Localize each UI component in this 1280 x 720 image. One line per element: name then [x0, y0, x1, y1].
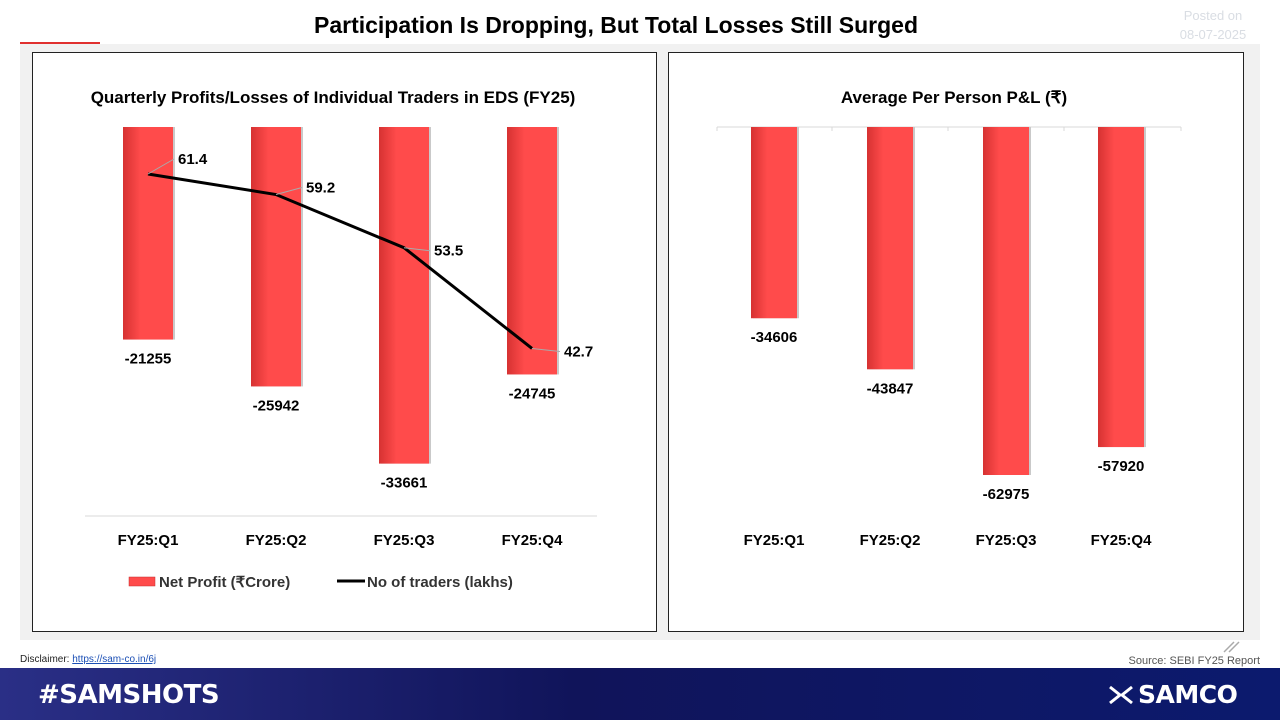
net-profit-bar	[507, 127, 557, 375]
net-profit-bar	[251, 127, 301, 387]
posted-label: Posted on	[1183, 8, 1243, 23]
disclaimer-link[interactable]: https://sam-co.in/6j	[72, 654, 157, 665]
avg-pnl-data-label: -57920	[1098, 458, 1145, 475]
traders-data-label: 61.4	[178, 151, 208, 168]
x-tick-label: FY25:Q4	[1091, 532, 1153, 549]
net-profit-data-label: -25942	[253, 397, 300, 414]
net-profit-data-label: -21255	[125, 351, 172, 368]
chart-frame: Quarterly Profits/Losses of Individual T…	[20, 44, 1260, 640]
posted-date: 08-07-2025	[1179, 27, 1247, 42]
avg-pnl-bar	[1098, 127, 1144, 448]
avg-pnl-chart: Average Per Person P&L (₹) -34606 -43847 -6…	[668, 52, 1244, 632]
traders-line	[147, 172, 533, 350]
traders-label-leader	[403, 247, 431, 252]
profits-losses-chart: Quarterly Profits/Losses of Individual T…	[32, 52, 657, 632]
avg-pnl-bar	[867, 127, 913, 370]
legend-swatch-net-profit	[128, 576, 156, 587]
x-tick-label: FY25:Q1	[118, 532, 179, 549]
traders-data-label: 42.7	[564, 343, 593, 360]
traders-data-label: 59.2	[306, 180, 335, 197]
brand-name: SAMCO	[1138, 680, 1238, 709]
footer-bar: #SAMSHOTS SAMCO	[0, 668, 1280, 720]
x-tick-label: FY25:Q1	[744, 532, 805, 549]
profits-losses-chart-svg: Quarterly Profits/Losses of Individual T…	[85, 88, 597, 591]
traders-label-leader	[531, 347, 561, 352]
x-tick-label: FY25:Q2	[246, 532, 307, 549]
legend-label-net-profit: Net Profit (₹Crore)	[159, 574, 290, 591]
title-accent-line	[20, 42, 100, 44]
disclaimer-label: Disclaimer:	[20, 654, 70, 665]
source-note: Source: SEBI FY25 Report	[1128, 655, 1260, 667]
traders-label-leader	[275, 187, 303, 196]
net-profit-bar	[123, 127, 173, 340]
avg-pnl-bar	[983, 127, 1029, 475]
avg-pnl-chart-svg: Average Per Person P&L (₹) -34606 -43847 -6…	[716, 88, 1182, 549]
page-title: Participation Is Dropping, But Total Los…	[313, 12, 919, 38]
disclaimer: Disclaimer: https://sam-co.in/6j	[20, 654, 156, 665]
samco-logo-icon	[1109, 685, 1133, 705]
x-tick-label: FY25:Q3	[976, 532, 1037, 549]
hashtag-label: #SAMSHOTS	[38, 680, 220, 710]
posted-stamp: Posted on 08-07-2025	[1168, 6, 1258, 44]
avg-pnl-data-label: -62975	[983, 486, 1030, 503]
x-tick-label: FY25:Q2	[860, 532, 921, 549]
net-profit-data-label: -33661	[381, 475, 428, 492]
x-tick-label: FY25:Q4	[502, 532, 564, 549]
avg-pnl-data-label: -43847	[867, 380, 914, 397]
net-profit-bar	[379, 127, 429, 464]
slash-decoration-icon	[1223, 641, 1240, 653]
avg-pnl-bar	[751, 127, 797, 319]
traders-data-label: 53.5	[434, 243, 463, 260]
traders-label-leader	[147, 158, 175, 175]
net-profit-data-label: -24745	[509, 385, 556, 402]
avg-pnl-data-label: -34606	[751, 329, 798, 346]
legend-label-traders: No of traders (lakhs)	[367, 574, 513, 591]
chart-title: Quarterly Profits/Losses of Individual T…	[91, 88, 576, 107]
x-tick-label: FY25:Q3	[374, 532, 435, 549]
chart-title: Average Per Person P&L (₹)	[841, 88, 1067, 107]
